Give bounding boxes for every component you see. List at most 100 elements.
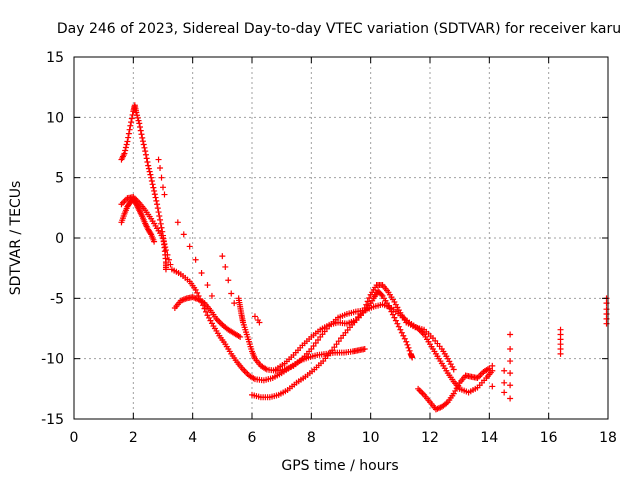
data-point-marker: [144, 158, 151, 165]
data-series: [155, 156, 168, 198]
y-tick-label: -5: [50, 291, 64, 307]
data-point-marker: [147, 230, 154, 237]
data-point-marker: [198, 269, 205, 276]
data-point-marker: [154, 205, 161, 212]
data-point-marker: [363, 301, 370, 308]
data-point-marker: [158, 224, 165, 231]
data-point-marker: [133, 109, 140, 116]
data-point-marker: [151, 187, 158, 194]
data-point-marker: [404, 341, 411, 348]
data-point-marker: [228, 290, 235, 297]
data-point-marker: [392, 301, 399, 308]
data-point-marker: [409, 354, 416, 361]
data-point-marker: [395, 323, 402, 330]
data-point-marker: [361, 304, 368, 311]
data-point-marker: [378, 291, 385, 298]
data-point-marker: [352, 317, 359, 324]
data-point-marker: [135, 117, 142, 124]
data-point-marker: [155, 209, 162, 216]
data-point-marker: [160, 238, 167, 245]
data-point-marker: [174, 219, 181, 226]
data-point-marker: [331, 344, 338, 351]
data-point-marker: [164, 251, 171, 258]
x-tick-label: 8: [307, 430, 316, 446]
x-tick-label: 12: [421, 430, 439, 446]
data-point-marker: [146, 168, 153, 175]
data-point-marker: [186, 243, 193, 250]
data-series: [235, 295, 496, 396]
data-point-marker: [121, 150, 128, 157]
data-point-marker: [149, 181, 156, 188]
data-point-marker: [194, 289, 201, 296]
data-point-marker: [400, 332, 407, 339]
y-tick-label: -15: [41, 412, 64, 428]
data-point-marker: [397, 326, 404, 333]
data-series: [557, 326, 564, 357]
x-tick-label: 10: [362, 430, 380, 446]
data-point-marker: [208, 292, 215, 299]
data-point-marker: [205, 314, 212, 321]
data-point-marker: [256, 319, 263, 326]
data-point-marker: [392, 317, 399, 324]
data-point-marker: [237, 333, 244, 340]
data-point-marker: [134, 112, 141, 119]
x-tick-label: 18: [599, 430, 617, 446]
data-point-marker: [192, 286, 199, 293]
data-series: [272, 282, 457, 373]
data-series: [251, 313, 263, 326]
data-point-marker: [507, 331, 514, 338]
data-point-marker: [501, 379, 508, 386]
data-series: [171, 294, 244, 340]
data-point-marker: [507, 382, 514, 389]
data-point-marker: [138, 131, 145, 138]
data-point-marker: [160, 235, 166, 241]
y-tick-label: 0: [55, 231, 64, 247]
data-point-marker: [501, 367, 508, 374]
data-point-marker: [308, 346, 315, 353]
data-point-marker: [222, 263, 229, 270]
data-point-marker: [603, 300, 610, 307]
data-point-marker: [391, 314, 398, 321]
data-point-marker: [405, 344, 412, 351]
data-point-marker: [507, 395, 514, 402]
data-point-marker: [180, 231, 187, 238]
data-point-marker: [450, 366, 457, 373]
data-point-marker: [128, 119, 135, 126]
data-point-marker: [231, 300, 238, 307]
data-point-marker: [315, 336, 322, 343]
axis-ticks: 0 2 4 6 8 10 12 14 16 18 -15 -10 -5 0 5 10 15: [41, 50, 617, 446]
data-point-marker: [447, 361, 454, 368]
data-point-marker: [394, 320, 401, 327]
data-point-marker: [134, 114, 141, 121]
data-point-marker: [147, 171, 154, 178]
data-point-marker: [139, 138, 146, 145]
x-tick-label: 4: [188, 430, 197, 446]
data-point-marker: [157, 216, 164, 223]
data-point-marker: [361, 346, 368, 353]
data-point-marker: [139, 134, 146, 141]
x-tick-label: 14: [480, 430, 498, 446]
data-point-marker: [389, 311, 396, 318]
x-tick-label: 2: [129, 430, 138, 446]
data-point-marker: [123, 141, 130, 148]
data-point-marker: [501, 389, 508, 396]
data-point-marker: [357, 311, 364, 318]
data-point-marker: [137, 127, 144, 134]
data-series: [603, 295, 610, 327]
data-point-marker: [148, 177, 155, 184]
data-point-marker: [124, 138, 131, 145]
data-point-marker: [219, 253, 226, 260]
data-point-marker: [204, 312, 211, 319]
data-point-marker: [162, 244, 169, 251]
data-point-marker: [167, 261, 174, 268]
data-point-marker: [507, 346, 514, 353]
data-point-marker: [140, 141, 147, 148]
data-point-marker: [153, 197, 160, 204]
data-point-marker: [225, 277, 232, 284]
data-point-marker: [154, 201, 161, 208]
data-point-marker: [557, 350, 564, 357]
data-point-marker: [122, 144, 129, 151]
data-series: [174, 219, 215, 299]
data-point-marker: [162, 247, 169, 254]
data-point-marker: [386, 305, 393, 312]
